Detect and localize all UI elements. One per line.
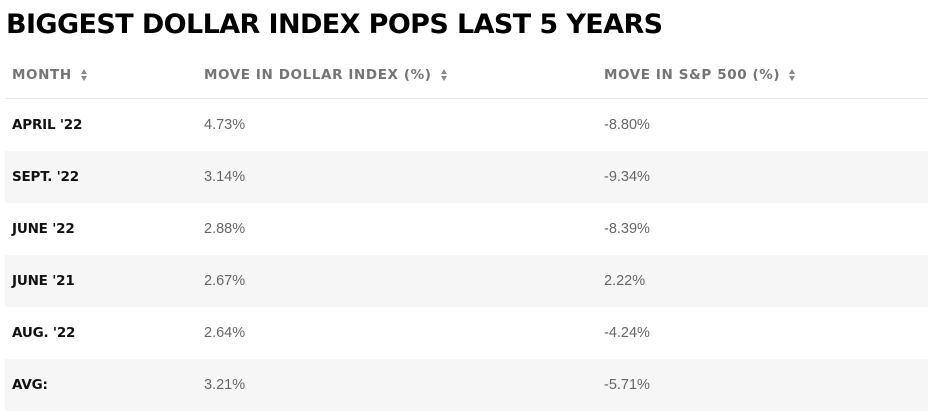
sp500-cell: -9.34% [604, 169, 650, 185]
sp500-cell: 2.22% [604, 273, 646, 289]
page-title: BIGGEST DOLLAR INDEX POPS LAST 5 YEARS [6, 9, 663, 40]
dollar-index-cell: 2.88% [204, 221, 246, 237]
column-header-month[interactable]: MONTH [12, 67, 88, 83]
dollar-index-cell: 2.67% [204, 273, 246, 289]
table-row: APRIL '22 4.73% -8.80% [5, 99, 928, 151]
sp500-cell: -4.24% [604, 325, 650, 341]
sort-icon[interactable] [80, 68, 88, 82]
table-row-average: AVG: 3.21% -5.71% [5, 359, 928, 411]
month-cell: SEPT. '22 [12, 169, 79, 185]
data-table: MONTH MOVE IN DOLLAR INDEX (%) MOVE IN S… [5, 52, 928, 411]
sp500-cell: -8.39% [604, 221, 650, 237]
column-header-label: MOVE IN S&P 500 (%) [604, 67, 781, 83]
column-header-label: MONTH [12, 67, 72, 83]
table-header: MONTH MOVE IN DOLLAR INDEX (%) MOVE IN S… [5, 52, 928, 99]
month-cell: JUNE '21 [12, 273, 75, 289]
sort-icon[interactable] [440, 68, 448, 82]
month-cell: AUG. '22 [12, 325, 76, 341]
table-row: AUG. '22 2.64% -4.24% [5, 307, 928, 359]
table-row: SEPT. '22 3.14% -9.34% [5, 151, 928, 203]
column-header-dollar-index[interactable]: MOVE IN DOLLAR INDEX (%) [204, 67, 448, 83]
dollar-index-cell: 2.64% [204, 325, 246, 341]
dollar-index-cell: 3.21% [204, 377, 246, 393]
dollar-index-cell: 3.14% [204, 169, 246, 185]
column-header-sp500[interactable]: MOVE IN S&P 500 (%) [604, 67, 796, 83]
month-cell: AVG: [12, 377, 48, 393]
table-row: JUNE '22 2.88% -8.39% [5, 203, 928, 255]
sort-icon[interactable] [789, 68, 796, 82]
sp500-cell: -5.71% [604, 377, 650, 393]
sp500-cell: -8.80% [604, 117, 650, 133]
column-header-label: MOVE IN DOLLAR INDEX (%) [204, 67, 432, 83]
month-cell: APRIL '22 [12, 117, 83, 133]
month-cell: JUNE '22 [12, 221, 75, 237]
dollar-index-cell: 4.73% [204, 117, 246, 133]
table-row: JUNE '21 2.67% 2.22% [5, 255, 928, 307]
